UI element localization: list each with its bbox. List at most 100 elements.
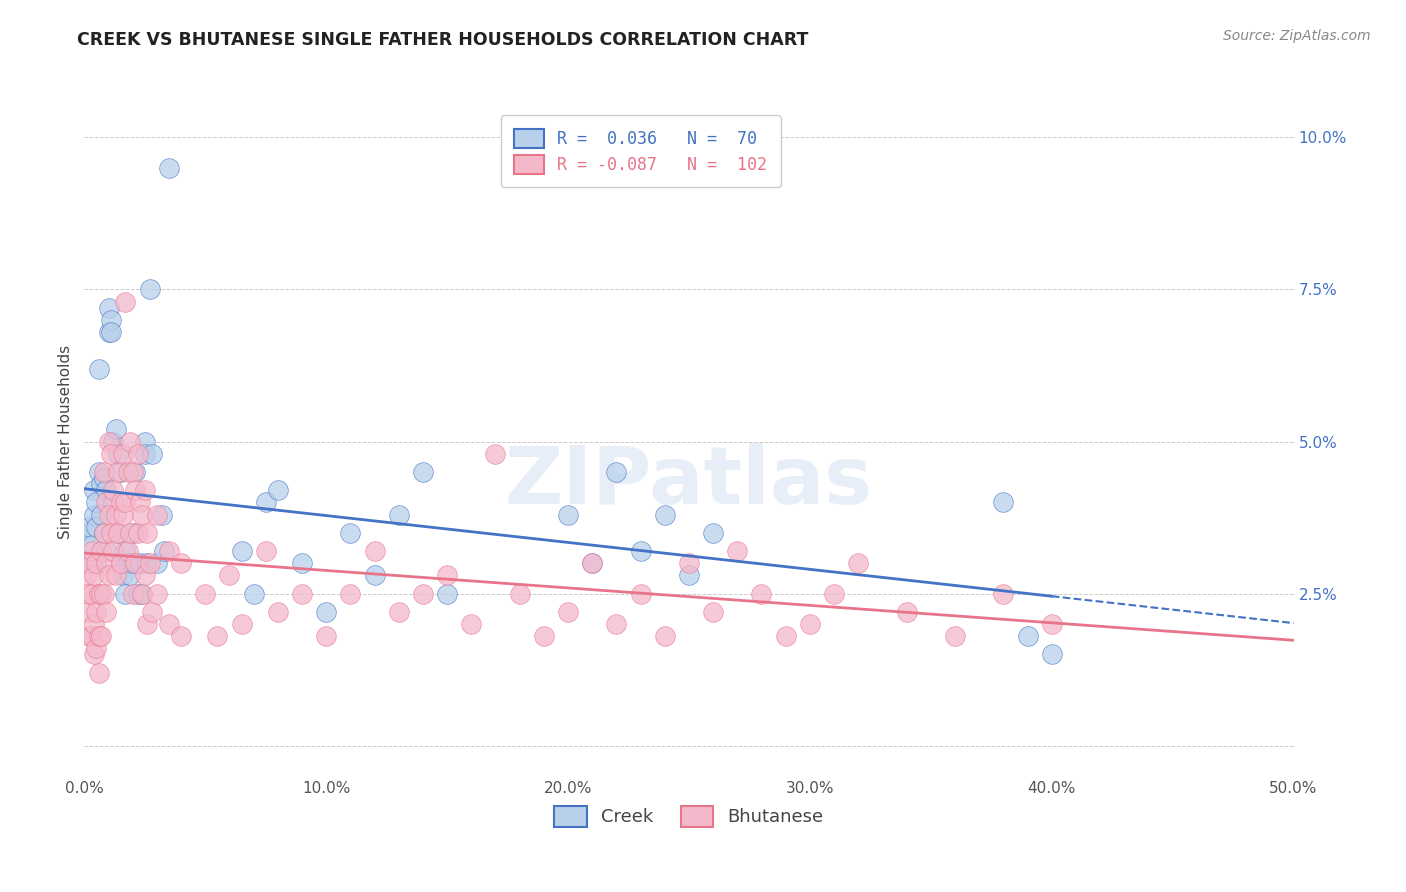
Point <box>93 471 115 485</box>
Point <box>630 544 652 558</box>
Point <box>80 586 103 600</box>
Point <box>94 605 117 619</box>
Point <box>1040 648 1063 662</box>
Point <box>943 629 966 643</box>
Point <box>112 447 135 461</box>
Point <box>267 605 290 619</box>
Point <box>654 508 676 522</box>
Point <box>339 586 361 600</box>
Point <box>218 568 240 582</box>
Point <box>110 465 132 479</box>
Point <box>509 586 531 600</box>
Point <box>725 544 748 558</box>
Point <box>339 525 361 540</box>
Point <box>100 525 122 540</box>
Point <box>80 538 103 552</box>
Point <box>124 483 146 498</box>
Point <box>100 325 122 339</box>
Point <box>141 447 163 461</box>
Point <box>846 556 869 570</box>
Point <box>93 525 115 540</box>
Point <box>86 519 108 533</box>
Point <box>83 648 105 662</box>
Point <box>412 465 434 479</box>
Point <box>388 605 411 619</box>
Point <box>775 629 797 643</box>
Point <box>896 605 918 619</box>
Point <box>120 525 142 540</box>
Point <box>120 568 142 582</box>
Point <box>77 629 100 643</box>
Point <box>194 586 217 600</box>
Point <box>120 434 142 449</box>
Point <box>87 586 110 600</box>
Point <box>110 556 132 570</box>
Point <box>412 586 434 600</box>
Point <box>94 495 117 509</box>
Point <box>134 483 156 498</box>
Point <box>90 508 112 522</box>
Point <box>363 568 385 582</box>
Point <box>605 465 627 479</box>
Point <box>581 556 603 570</box>
Point <box>291 586 314 600</box>
Point <box>87 361 110 376</box>
Point <box>90 629 112 643</box>
Point <box>136 525 159 540</box>
Point <box>136 617 159 632</box>
Point <box>93 465 115 479</box>
Point <box>93 525 115 540</box>
Point <box>127 447 149 461</box>
Point <box>110 556 132 570</box>
Point <box>87 465 110 479</box>
Point <box>94 556 117 570</box>
Point <box>90 586 112 600</box>
Point <box>76 568 98 582</box>
Point <box>112 568 135 582</box>
Point <box>121 556 143 570</box>
Point <box>138 283 160 297</box>
Point <box>141 605 163 619</box>
Point <box>388 508 411 522</box>
Point <box>94 544 117 558</box>
Point <box>83 617 105 632</box>
Point <box>157 544 180 558</box>
Point <box>114 495 136 509</box>
Point <box>242 586 264 600</box>
Point <box>131 586 153 600</box>
Point <box>267 483 290 498</box>
Point <box>315 605 337 619</box>
Point <box>83 483 105 498</box>
Point <box>124 556 146 570</box>
Point <box>104 508 127 522</box>
Point <box>630 586 652 600</box>
Point <box>114 586 136 600</box>
Point <box>121 586 143 600</box>
Point <box>103 434 125 449</box>
Point <box>436 586 458 600</box>
Point <box>94 483 117 498</box>
Point <box>93 586 115 600</box>
Point <box>581 556 603 570</box>
Point <box>823 586 845 600</box>
Point <box>157 161 180 175</box>
Point <box>86 605 108 619</box>
Point <box>557 508 579 522</box>
Point <box>170 556 193 570</box>
Point <box>117 465 139 479</box>
Point <box>110 495 132 509</box>
Point <box>460 617 482 632</box>
Point <box>86 556 108 570</box>
Point <box>83 508 105 522</box>
Point <box>138 556 160 570</box>
Point <box>117 544 139 558</box>
Point <box>77 519 100 533</box>
Point <box>254 495 277 509</box>
Point <box>127 525 149 540</box>
Point <box>80 556 103 570</box>
Point <box>291 556 314 570</box>
Point <box>702 605 724 619</box>
Point <box>146 508 169 522</box>
Point <box>131 586 153 600</box>
Point <box>100 313 122 327</box>
